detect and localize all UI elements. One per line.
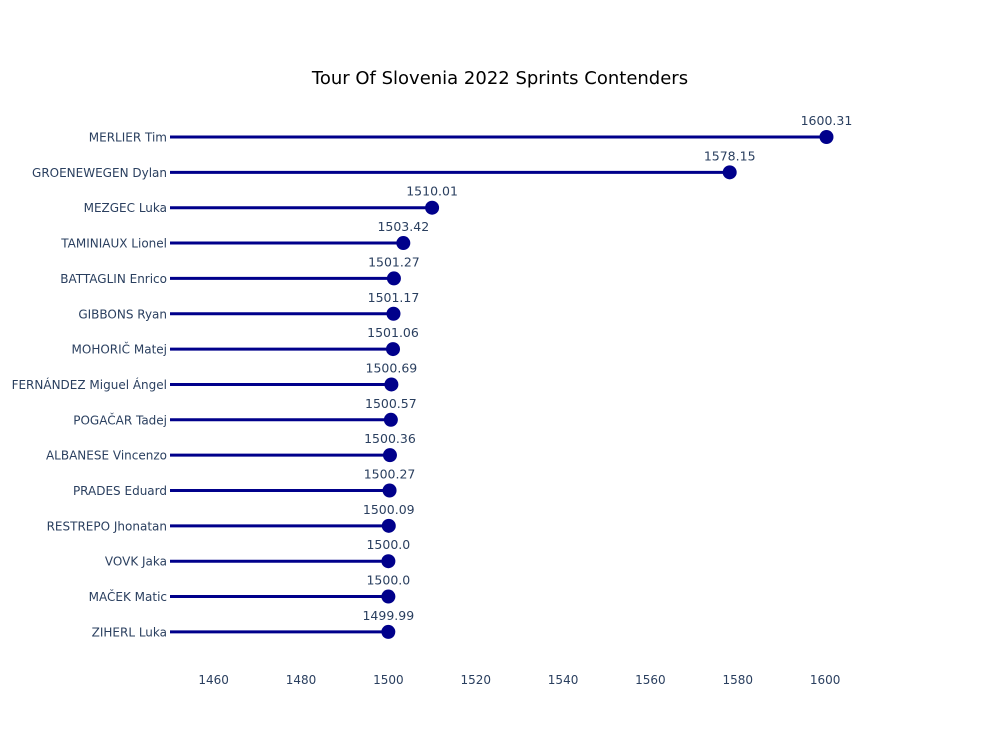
data-label: 1500.0: [366, 537, 410, 552]
lollipop-marker: [425, 200, 440, 215]
lollipop-marker: [386, 306, 401, 321]
y-tick-label: POGAČAR Tadej: [73, 412, 167, 427]
data-label: 1501.06: [367, 325, 419, 340]
y-tick-label: PRADES Eduard: [73, 484, 167, 498]
data-label: 1500.69: [366, 360, 418, 375]
y-tick-label: ZIHERL Luka: [92, 625, 167, 639]
lollipop-marker: [386, 342, 401, 357]
y-tick-label: TAMINIAUX Lionel: [60, 237, 167, 251]
y-tick-label: MOHORIČ Matej: [72, 342, 167, 357]
lollipop-marker: [381, 518, 396, 533]
data-label: 1500.27: [364, 467, 416, 482]
x-tick-label: 1580: [722, 673, 753, 687]
y-tick-label: MERLIER Tim: [89, 131, 167, 145]
y-tick-label: FERNÁNDEZ Miguel Ángel: [12, 377, 167, 392]
y-tick-label: GROENEWEGEN Dylan: [32, 166, 167, 180]
x-tick-label: 1520: [460, 673, 491, 687]
x-tick-label: 1560: [635, 673, 666, 687]
data-label: 1500.57: [365, 396, 417, 411]
lollipop-marker: [382, 448, 397, 463]
y-tick-label: MAČEK Matic: [89, 589, 167, 604]
x-tick-label: 1600: [810, 673, 841, 687]
lollipop-marker: [386, 271, 401, 286]
labels-layer: 1600.31 1578.15 1510.01 1503.42 1501.27 1501.…: [362, 113, 852, 623]
chart-title: Tour Of Slovenia 2022 Sprints Contenders: [311, 68, 689, 89]
lollipop-marker: [396, 236, 411, 251]
lollipop-marker: [383, 412, 398, 427]
data-label: 1510.01: [406, 184, 458, 199]
data-label: 1578.15: [704, 148, 756, 163]
lollipop-marker: [381, 624, 396, 639]
data-label: 1499.99: [362, 608, 414, 623]
y-tick-label: MEZGEC Luka: [84, 201, 167, 215]
y-axis-tick-labels: MERLIER Tim GROENEWEGEN Dylan MEZGEC Luka T…: [12, 131, 167, 640]
lollipop-marker: [722, 165, 737, 180]
y-tick-label: GIBBONS Ryan: [78, 307, 167, 321]
x-tick-label: 1480: [286, 673, 317, 687]
x-tick-label: 1500: [373, 673, 404, 687]
data-label: 1501.27: [368, 254, 420, 269]
x-axis-tick-labels: 1460 1480 1500 1520 1540 1560 1580 1600: [198, 673, 840, 687]
data-label: 1600.31: [801, 113, 853, 128]
markers-layer: [381, 130, 834, 639]
y-tick-label: VOVK Jaka: [105, 555, 167, 569]
y-tick-label: BATTAGLIN Enrico: [60, 272, 167, 286]
data-label: 1501.17: [368, 290, 420, 305]
data-label: 1500.0: [366, 573, 410, 588]
data-label: 1500.09: [363, 502, 415, 517]
lollipop-marker: [819, 130, 834, 144]
data-label: 1503.42: [377, 219, 429, 234]
stems-layer: [170, 135, 827, 634]
y-tick-label: RESTREPO Jhonatan: [47, 519, 167, 533]
x-tick-label: 1540: [548, 673, 579, 687]
lollipop-marker: [384, 377, 399, 392]
x-tick-label: 1460: [198, 673, 229, 687]
lollipop-marker: [382, 483, 397, 498]
y-tick-label: ALBANESE Vincenzo: [46, 449, 167, 463]
lollipop-marker: [381, 589, 396, 604]
lollipop-marker: [381, 554, 396, 569]
data-label: 1500.36: [364, 431, 416, 446]
